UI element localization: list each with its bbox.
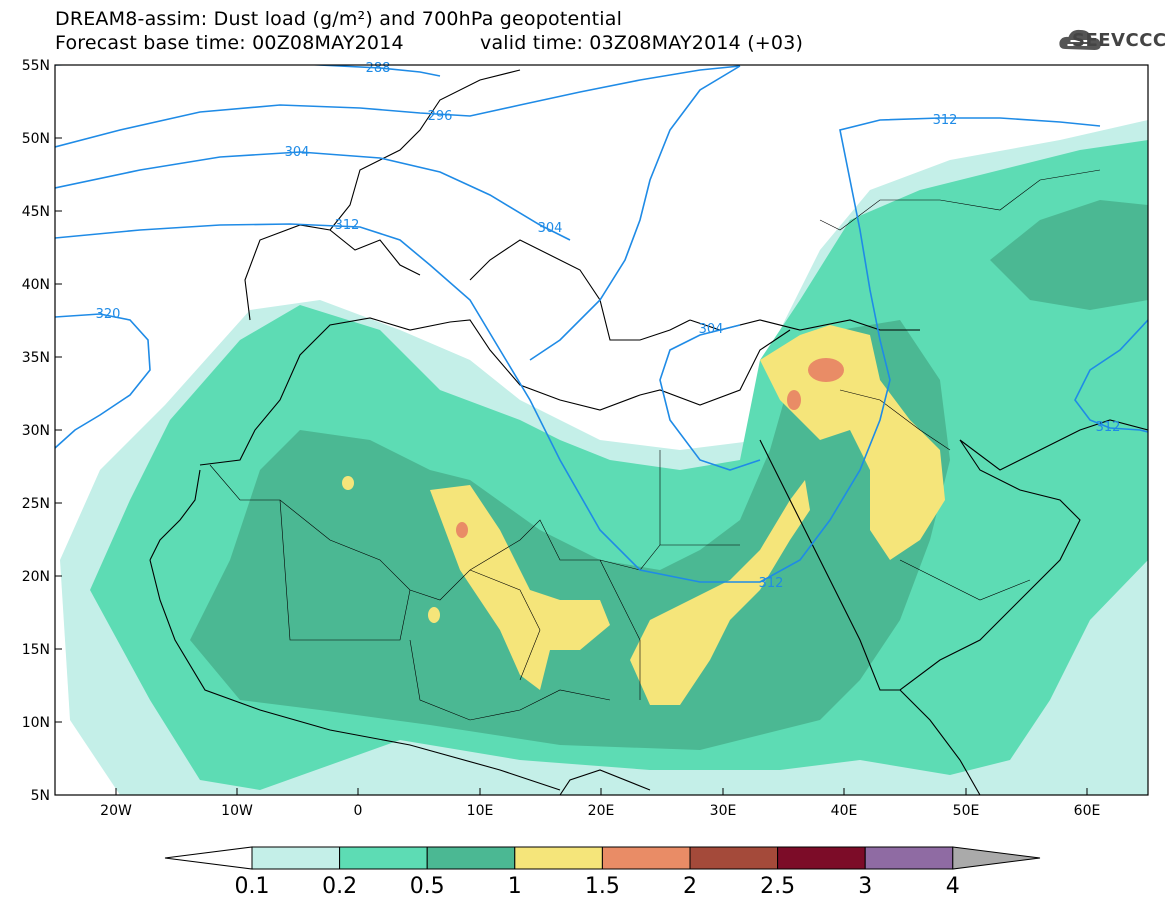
lat-label: 40N (22, 277, 50, 293)
colorbar-over-arrow (952, 846, 1041, 870)
colorbar-label: 0.1 (235, 874, 270, 899)
colorbar-swatch (864, 846, 954, 870)
contour-304b (529, 65, 741, 361)
contour-label: 312 (933, 113, 958, 128)
contour-304 (55, 151, 571, 241)
lon-label: 10W (221, 803, 253, 819)
colorbar-swatch (426, 846, 516, 870)
lat-label: 25N (22, 496, 50, 512)
colorbar-label: 1.5 (585, 874, 620, 899)
colorbar-label: 2.5 (760, 874, 795, 899)
lon-label: 30E (710, 803, 737, 819)
title-line-2: Forecast base time: 00Z08MAY2014 (55, 32, 404, 54)
map-fields (60, 120, 1148, 795)
contour-312-east (1074, 319, 1148, 433)
contour-labels: 288 296 304 312 320 304 304 312 312 312 (96, 61, 1121, 591)
contour-label: 304 (285, 145, 310, 160)
lon-label: 20E (588, 803, 615, 819)
colorbar-label: 1 (508, 874, 522, 899)
contour-296 (55, 65, 741, 148)
colorbar-swatch (339, 846, 428, 870)
lon-label: 60E (1074, 803, 1101, 819)
colorbar-label: 0.5 (410, 874, 445, 899)
lon-labels: 20W 10W 0 10E 20E 30E 40E 50E 60E (100, 803, 1100, 819)
lon-label: 20W (100, 803, 132, 819)
contour-label: 288 (366, 61, 391, 76)
geopotential-contours (55, 65, 1148, 583)
lat-label: 45N (22, 204, 50, 220)
lon-label: 40E (831, 803, 858, 819)
contour-312 (55, 117, 1101, 583)
contour-label: 312 (759, 576, 784, 591)
cloud-logo-icon (1059, 29, 1101, 50)
colorbar-label: 3 (858, 874, 872, 899)
dust-core-3 (787, 390, 801, 410)
dust-band-1-arabia (760, 325, 945, 560)
borders (209, 169, 1101, 721)
colorbar-under-arrow (164, 846, 253, 870)
colorbar-label: 0.2 (322, 874, 357, 899)
lat-label: 10N (22, 715, 50, 731)
colorbar-swatch (601, 846, 691, 870)
contour-label: 304 (699, 322, 724, 337)
logo-text: SEEVCCC (1072, 30, 1165, 51)
axis-ticks (55, 64, 1088, 796)
contour-label: 320 (96, 307, 121, 322)
dust-band-0.5-east (990, 200, 1148, 310)
dust-band-0.5 (190, 320, 950, 750)
colorbar-swatch (514, 846, 603, 870)
lon-label: 0 (354, 803, 363, 819)
colorbar-label: 4 (946, 874, 960, 899)
coastlines (149, 69, 1148, 795)
contour-label: 312 (335, 218, 360, 233)
dust-band-1-east (630, 480, 810, 705)
colorbar-swatch (689, 846, 779, 870)
contour-288 (55, 65, 441, 77)
dust-core-1 (456, 522, 468, 538)
lon-label: 10E (467, 803, 494, 819)
valid-time-label: valid time: 03Z08MAY2014 (+03) (480, 32, 804, 54)
colorbar-swatch (251, 846, 341, 870)
contour-304c (659, 324, 761, 471)
contour-label: 304 (538, 221, 563, 236)
colorbar-swatch (777, 846, 866, 870)
lat-label: 15N (22, 642, 50, 658)
lat-labels: 55N 50N 45N 40N 35N 30N 25N 20N 15N 10N … (22, 58, 50, 804)
title-line-1: DREAM8-assim: Dust load (g/m²) and 700hP… (55, 8, 623, 30)
dust-spot-2 (428, 607, 440, 623)
dust-spot-1 (342, 476, 354, 490)
contour-label: 312 (1096, 420, 1121, 435)
colorbar-label: 2 (683, 874, 697, 899)
dust-band-1 (430, 485, 610, 690)
dust-core-2 (808, 358, 844, 382)
colorbar-labels: 0.1 0.2 0.5 1 1.5 2 2.5 3 4 (235, 874, 960, 899)
lat-label: 50N (22, 131, 50, 147)
contour-label: 296 (428, 109, 453, 124)
contour-320 (55, 313, 151, 449)
lat-label: 20N (22, 569, 50, 585)
colorbar (164, 846, 1041, 870)
lat-label: 30N (22, 423, 50, 439)
lon-label: 50E (953, 803, 980, 819)
lat-label: 35N (22, 350, 50, 366)
lat-label: 5N (31, 788, 50, 804)
lat-label: 55N (22, 58, 50, 74)
